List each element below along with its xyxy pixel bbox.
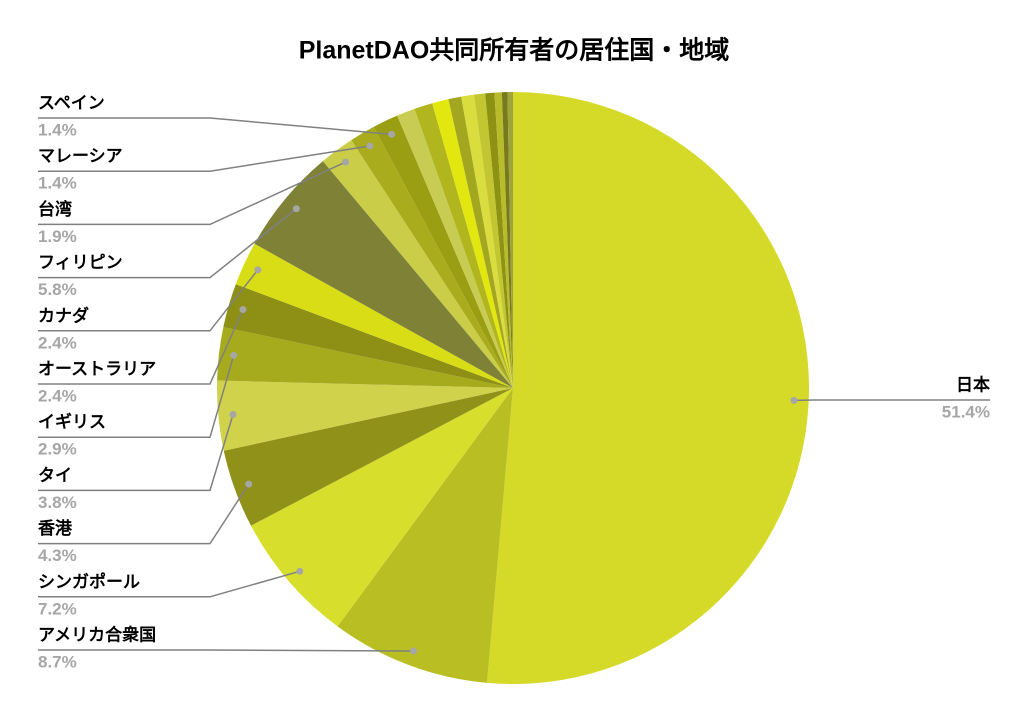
slice-label: マレーシア bbox=[38, 147, 123, 166]
slice-value-label: 8.7% bbox=[38, 652, 77, 671]
slice-value-label: 4.3% bbox=[38, 546, 77, 565]
leader-line bbox=[38, 650, 414, 651]
slice-label: 香港 bbox=[38, 518, 73, 538]
leader-dot bbox=[342, 159, 349, 166]
pie-slice bbox=[487, 92, 809, 684]
slice-label: アメリカ合衆国 bbox=[38, 624, 156, 644]
slice-label: オーストラリア bbox=[38, 359, 156, 378]
slice-value-label: 1.9% bbox=[38, 227, 77, 246]
leader-dot bbox=[296, 568, 303, 575]
slice-value-label: 2.4% bbox=[38, 386, 77, 405]
leader-dot bbox=[388, 131, 395, 138]
slice-label: カナダ bbox=[38, 305, 89, 325]
slice-value-label: 3.8% bbox=[38, 493, 77, 512]
slice-label: シンガポール bbox=[38, 571, 140, 591]
slice-value-label: 7.2% bbox=[38, 599, 77, 618]
leader-dot bbox=[254, 266, 261, 273]
slice-label: 日本 bbox=[956, 374, 990, 394]
leader-dot bbox=[366, 142, 373, 149]
leader-dot bbox=[790, 397, 797, 404]
leader-dot bbox=[245, 481, 252, 488]
leader-dot bbox=[230, 352, 237, 359]
leader-line bbox=[38, 118, 392, 134]
slice-value-label: 1.4% bbox=[38, 174, 77, 193]
slice-value-label: 2.9% bbox=[38, 440, 77, 459]
chart-title: PlanetDAO共同所有者の居住国・地域 bbox=[299, 36, 730, 65]
slice-label: 台湾 bbox=[38, 199, 72, 219]
slice-value-label: 1.4% bbox=[38, 120, 77, 139]
slice-label: イギリス bbox=[38, 413, 106, 432]
slice-label: スペイン bbox=[38, 93, 105, 112]
leader-dot bbox=[239, 306, 246, 313]
slice-label: タイ bbox=[38, 466, 72, 485]
leader-dot bbox=[293, 205, 300, 212]
leader-dot bbox=[230, 411, 237, 418]
slice-value-label: 51.4% bbox=[942, 402, 990, 421]
slice-value-label: 2.4% bbox=[38, 333, 77, 352]
slice-value-label: 5.8% bbox=[38, 280, 77, 299]
slice-label: フィリピン bbox=[38, 253, 123, 272]
leader-dot bbox=[410, 648, 417, 655]
